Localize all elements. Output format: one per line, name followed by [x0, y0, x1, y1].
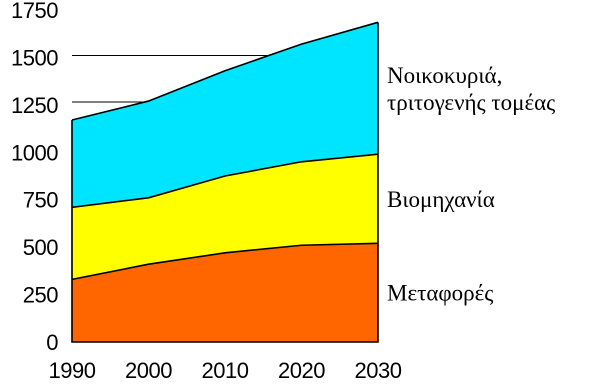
x-tick-label-2020: 2020 [278, 358, 325, 383]
x-axis-tick-labels: 1990 2000 2010 2020 2030 [49, 358, 403, 383]
y-tick-label-0: 0 [46, 330, 58, 355]
x-tick-label-1990: 1990 [49, 358, 96, 383]
edge-industry [71, 153, 379, 209]
edge-households-services [71, 21, 379, 121]
y-tick-label-500: 500 [23, 235, 58, 260]
x-tick-label-2000: 2000 [125, 358, 172, 383]
x-tick-label-2010: 2010 [202, 358, 249, 383]
y-tick-label-750: 750 [23, 188, 58, 213]
y-tick-label-1500: 1500 [11, 45, 58, 70]
series-label-industry: Βιομηχανία [387, 187, 495, 212]
area-boundaries [71, 21, 379, 343]
series-label-line: Νοικοκυριά, [387, 63, 502, 88]
area-frame [71, 22, 379, 343]
y-tick-label-1000: 1000 [11, 140, 58, 165]
series-label-households-services: Νοικοκυριά, τριτογενής τομέας [387, 63, 555, 115]
series-label-transport: Μεταφορές [387, 281, 493, 306]
series-label-line: τριτογενής τομέας [387, 90, 555, 115]
y-tick-label-1750: 1750 [11, 0, 58, 23]
y-tick-label-250: 250 [23, 283, 58, 308]
series-labels: Μεταφορές Βιομηχανία Νοικοκυριά, τριτογενής… [387, 63, 555, 306]
area-transport [72, 243, 378, 342]
y-tick-label-1250: 1250 [11, 93, 58, 118]
reference-lines [72, 55, 269, 103]
x-tick-label-2030: 2030 [355, 358, 402, 383]
series-label-line: Μεταφορές [387, 281, 493, 306]
series-label-line: Βιομηχανία [387, 187, 495, 212]
area-industry [72, 154, 378, 280]
edge-transport [71, 242, 379, 281]
y-axis-tick-labels: 0 250 500 750 1000 1250 1500 1750 [11, 0, 59, 355]
